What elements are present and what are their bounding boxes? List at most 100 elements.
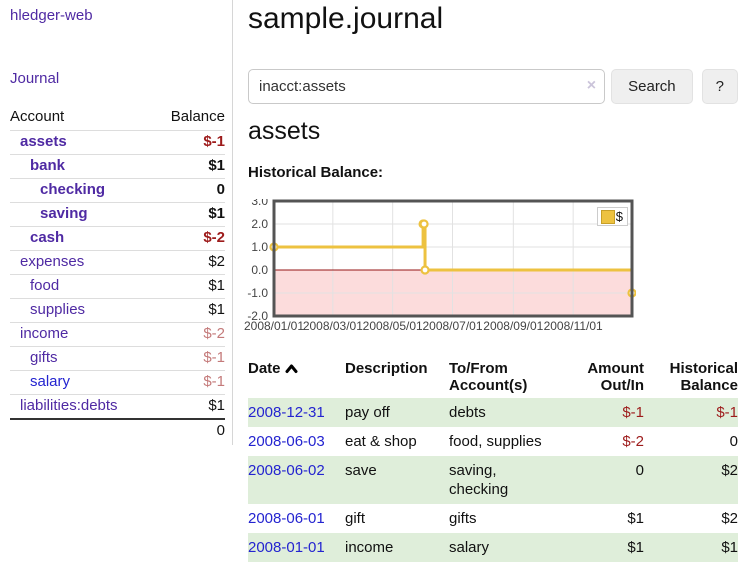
account-link[interactable]: bank [30, 157, 66, 174]
account-row: expenses $2 [10, 250, 225, 275]
search-input[interactable] [248, 69, 606, 104]
register-balance: $-1 [716, 404, 738, 421]
register-amount: 0 [635, 462, 644, 479]
svg-text:2008/11/01: 2008/11/01 [544, 319, 603, 333]
account-link[interactable]: supplies [30, 301, 86, 318]
register-date-cell: 2008-12-31 [248, 398, 345, 427]
chart-plot-area: 3.0 2.0 1.0 0.0 -1.0 -2.02008/01/012008/03/01… [244, 199, 636, 333]
page-title: sample.journal [248, 2, 444, 35]
search-bar: × Search ? [248, 69, 738, 104]
main-content: sample.journal × Search ? assets Histori… [244, 0, 738, 582]
account-link[interactable]: liabilities:debts [20, 397, 118, 414]
register-description: save [345, 462, 377, 479]
chart-title: Historical Balance: [248, 164, 384, 181]
account-heading: assets [248, 117, 321, 145]
sidebar: hledger-web Journal Account Balance asse… [0, 0, 233, 445]
account-link[interactable]: salary [30, 373, 71, 390]
svg-text:0.0: 0.0 [251, 263, 268, 277]
svg-text:2.0: 2.0 [251, 217, 268, 231]
date-header-label: Date [248, 360, 281, 377]
account-row: gifts $-1 [10, 346, 225, 371]
account-balance: 0 [152, 178, 225, 203]
account-row: salary $-1 [10, 370, 225, 395]
register-amount: $-1 [622, 404, 644, 421]
accounts-total-value: 0 [152, 418, 225, 443]
svg-text:2008/09/01: 2008/09/01 [483, 319, 543, 333]
register-balance: $1 [721, 539, 738, 556]
account-balance: $1 [152, 202, 225, 227]
date-column-header[interactable]: Date [248, 356, 345, 398]
account-link[interactable]: cash [30, 229, 65, 246]
svg-text:3.0: 3.0 [251, 199, 268, 208]
register-row: 2008-06-02 save saving, checking 0 $2 [248, 456, 738, 504]
journal-nav-link[interactable]: Journal [10, 70, 60, 87]
account-row: liabilities:debts $1 [10, 394, 225, 419]
register-accounts: food, supplies [449, 433, 542, 450]
transaction-date-link[interactable]: 2008-06-01 [248, 510, 325, 527]
account-name-cell: food [10, 274, 153, 299]
svg-text:2008/05/01: 2008/05/01 [363, 319, 423, 333]
register-description: pay off [345, 404, 390, 421]
account-link[interactable]: checking [40, 181, 106, 198]
account-name-cell: liabilities:debts [10, 394, 153, 419]
account-name-cell: checking [10, 178, 153, 203]
accounts-table-body: assets $-1 bank $1 checking 0 saving $1 cash $-2 e… [10, 130, 225, 419]
register-row: 2008-06-03 eat & shop food, supplies $-2 0 [248, 427, 738, 456]
register-accounts: salary [449, 539, 490, 556]
help-button[interactable]: ? [701, 69, 738, 104]
account-row: food $1 [10, 274, 225, 299]
register-table-body: 2008-12-31 pay off debts $-1 $-1 2008-06-03 ea… [248, 398, 738, 562]
account-column-header: Account [10, 108, 65, 125]
account-row: cash $-2 [10, 226, 225, 251]
register-description: income [345, 539, 394, 556]
account-link[interactable]: saving [40, 205, 88, 222]
account-balance: $-2 [152, 226, 225, 251]
register-row: 2008-01-01 income salary $1 $1 [248, 533, 738, 562]
account-link[interactable]: expenses [20, 253, 85, 270]
balance-column-header: Historical Balance [669, 360, 738, 394]
register-accounts: gifts [449, 510, 477, 527]
account-balance: $-1 [152, 370, 225, 395]
account-link[interactable]: gifts [30, 349, 58, 366]
account-balance: $1 [152, 154, 225, 179]
svg-text:-1.0: -1.0 [247, 286, 268, 300]
account-row: checking 0 [10, 178, 225, 203]
brand-link[interactable]: hledger-web [10, 7, 93, 24]
svg-text:-2.0: -2.0 [247, 309, 268, 323]
account-row: income $-2 [10, 322, 225, 347]
register-description: gift [345, 510, 366, 527]
account-link[interactable]: food [30, 277, 60, 294]
accounts-balance-table: Account Balance assets $-1 bank $1 checking 0… [10, 103, 225, 443]
transaction-date-link[interactable]: 2008-06-03 [248, 433, 325, 450]
transaction-date-link[interactable]: 2008-01-01 [248, 539, 325, 556]
account-name-cell: gifts [10, 346, 153, 371]
search-button[interactable]: Search [611, 69, 693, 104]
register-row: 2008-12-31 pay off debts $-1 $-1 [248, 398, 738, 427]
account-balance: $1 [152, 298, 225, 323]
transaction-date-link[interactable]: 2008-06-02 [248, 462, 325, 479]
account-balance: $2 [152, 250, 225, 275]
account-link[interactable]: income [20, 325, 69, 342]
svg-text:1.0: 1.0 [251, 240, 268, 254]
register-balance: $2 [721, 510, 738, 527]
account-link[interactable]: assets [20, 133, 67, 150]
clear-search-icon[interactable]: × [586, 77, 597, 94]
register-balance: $2 [721, 462, 738, 479]
account-balance: $1 [152, 274, 225, 299]
account-row: assets $-1 [10, 130, 225, 155]
transaction-date-link[interactable]: 2008-12-31 [248, 404, 325, 421]
account-name-cell: saving [10, 202, 153, 227]
account-name-cell: expenses [10, 250, 153, 275]
register-accounts: debts [449, 404, 486, 421]
account-row: saving $1 [10, 202, 225, 227]
register-balance: 0 [729, 433, 738, 450]
register-date-cell: 2008-06-03 [248, 427, 345, 456]
account-balance: $1 [152, 394, 225, 419]
description-column-header: Description [345, 360, 428, 377]
register-table-header: Date Description To/From Account(s) Amou… [248, 356, 738, 398]
account-name-cell: supplies [10, 298, 153, 323]
accounts-total-spacer [10, 418, 153, 443]
register-date-cell: 2008-01-01 [248, 533, 345, 562]
legend-series-swatch [600, 209, 615, 224]
register-table: Date Description To/From Account(s) Amou… [248, 356, 738, 562]
